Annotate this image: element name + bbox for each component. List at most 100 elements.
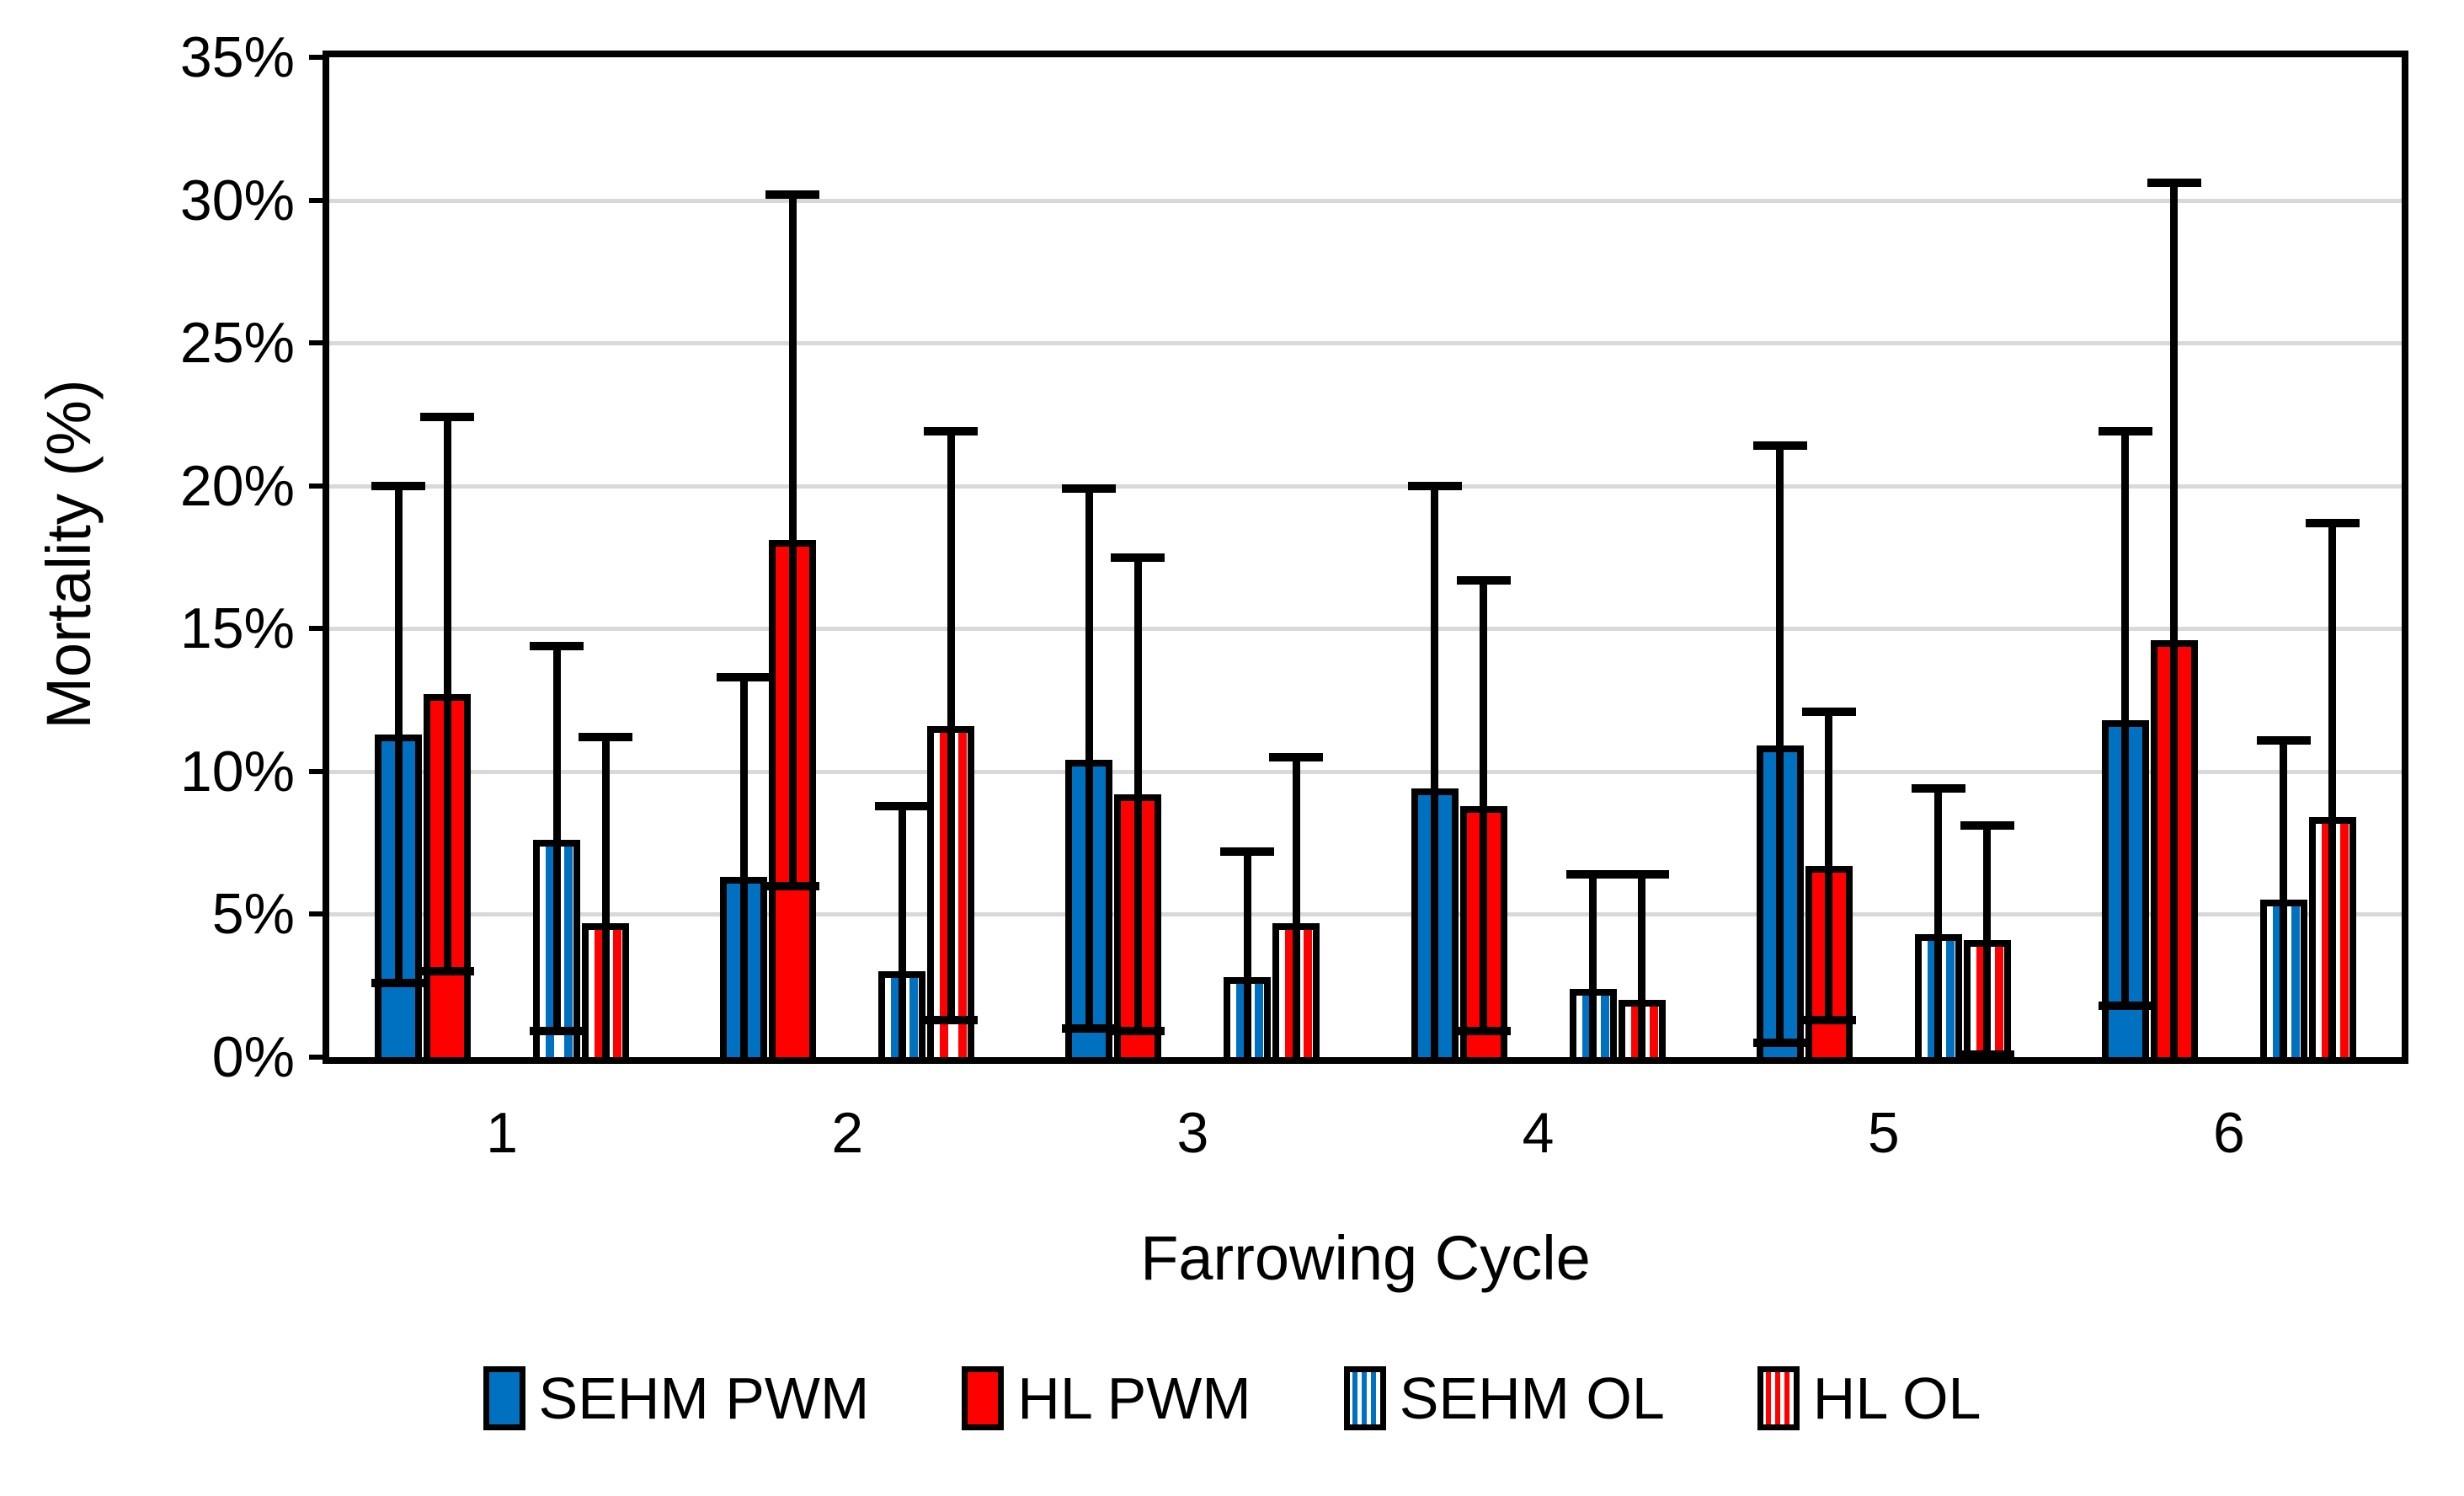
y-tick-label-15pct: 15% — [179, 596, 295, 661]
error-bar-top-cap-sehm-ol-cycle-3 — [1220, 847, 1275, 856]
error-bar-top-cap-hl-pwm-cycle-1 — [420, 413, 474, 422]
legend-swatch-hl-pwm-icon — [962, 1366, 1005, 1430]
error-bar-bottom-cap-sehm-pwm-cycle-6 — [2098, 1001, 2152, 1010]
error-bar-hl-ol-cycle-4 — [1638, 874, 1645, 1057]
legend-label-hl-ol: HL OL — [1812, 1365, 1981, 1431]
y-tick-mark-10pct — [309, 768, 323, 774]
error-bar-hl-pwm-cycle-6 — [2170, 183, 2179, 1057]
error-bar-top-cap-sehm-pwm-cycle-3 — [1062, 484, 1117, 494]
error-bar-top-cap-sehm-ol-cycle-6 — [2256, 735, 2311, 745]
legend-item-hl-ol: HL OL — [1757, 1366, 1981, 1430]
error-bar-top-cap-sehm-ol-cycle-5 — [1911, 784, 1965, 793]
gridline-15pct — [329, 627, 2402, 632]
error-bar-bottom-cap-hl-ol-cycle-5 — [1960, 1050, 2014, 1059]
error-bar-sehm-pwm-cycle-5 — [1776, 446, 1784, 1044]
error-bar-bottom-cap-sehm-ol-cycle-1 — [530, 1027, 584, 1036]
gridline-30pct — [329, 198, 2402, 203]
legend-label-sehm-pwm: SEHM PWM — [538, 1365, 870, 1431]
gridline-20pct — [329, 484, 2402, 489]
error-bar-top-cap-hl-pwm-cycle-4 — [1456, 575, 1511, 585]
error-bar-top-cap-sehm-pwm-cycle-6 — [2098, 427, 2152, 436]
error-bar-top-cap-sehm-pwm-cycle-2 — [717, 672, 771, 681]
error-bar-sehm-pwm-cycle-1 — [394, 485, 403, 983]
error-bar-bottom-cap-sehm-pwm-cycle-1 — [371, 978, 425, 987]
legend-swatch-sehm-ol-icon — [1343, 1366, 1386, 1430]
error-bar-top-cap-hl-ol-cycle-5 — [1960, 821, 2014, 831]
error-bar-hl-ol-cycle-5 — [1983, 825, 1992, 1055]
y-axis-title: Mortality (%) — [34, 378, 104, 729]
error-bar-bottom-cap-hl-pwm-cycle-5 — [1801, 1015, 1856, 1024]
x-axis-title: Farrowing Cycle — [1140, 1223, 1591, 1293]
error-bar-top-cap-sehm-ol-cycle-4 — [1565, 869, 1620, 879]
y-tick-mark-25pct — [309, 340, 323, 346]
error-bar-bottom-cap-hl-ol-cycle-2 — [924, 1015, 979, 1024]
y-tick-label-30pct: 30% — [179, 168, 295, 232]
y-tick-label-35pct: 35% — [179, 25, 295, 89]
y-tick-label-10pct: 10% — [179, 739, 295, 804]
error-bar-top-cap-hl-ol-cycle-2 — [924, 427, 979, 436]
error-bar-hl-ol-cycle-1 — [601, 737, 610, 1057]
y-tick-label-20pct: 20% — [179, 453, 295, 518]
legend-item-sehm-pwm: SEHM PWM — [483, 1365, 870, 1431]
error-bar-top-cap-hl-pwm-cycle-3 — [1111, 553, 1165, 562]
legend-label-sehm-ol: SEHM OL — [1399, 1365, 1665, 1431]
legend: SEHM PWM HL PWM SEHM OL HL OL — [0, 1366, 2464, 1430]
y-tick-mark-15pct — [309, 626, 323, 632]
error-bar-top-cap-sehm-ol-cycle-1 — [530, 641, 584, 650]
y-tick-label-5pct: 5% — [211, 882, 295, 947]
error-bar-sehm-ol-cycle-6 — [2280, 740, 2288, 1057]
error-bar-top-cap-sehm-pwm-cycle-1 — [371, 481, 425, 490]
legend-swatch-sehm-pwm-icon — [483, 1366, 525, 1430]
error-bar-sehm-ol-cycle-2 — [898, 805, 906, 1057]
error-bar-top-cap-hl-ol-cycle-1 — [579, 733, 632, 742]
x-tick-label-cycle-1: 1 — [486, 1101, 518, 1165]
error-bar-top-cap-hl-ol-cycle-3 — [1269, 752, 1324, 761]
legend-item-sehm-ol: SEHM OL — [1343, 1365, 1665, 1431]
error-bar-sehm-pwm-cycle-3 — [1085, 489, 1093, 1029]
x-tick-label-cycle-6: 6 — [2212, 1101, 2245, 1165]
error-bar-bottom-cap-hl-pwm-cycle-4 — [1456, 1027, 1511, 1036]
y-tick-mark-20pct — [309, 483, 323, 489]
error-bar-sehm-pwm-cycle-6 — [2121, 431, 2130, 1006]
y-tick-mark-0pct — [309, 1055, 323, 1060]
error-bar-hl-pwm-cycle-1 — [443, 417, 451, 972]
gridline-25pct — [329, 341, 2402, 346]
error-bar-hl-ol-cycle-2 — [947, 431, 955, 1020]
error-bar-sehm-ol-cycle-3 — [1243, 851, 1251, 1057]
error-bar-hl-pwm-cycle-5 — [1825, 711, 1833, 1020]
plot-area — [323, 51, 2408, 1064]
legend-label-hl-pwm: HL PWM — [1017, 1365, 1251, 1431]
x-tick-label-cycle-2: 2 — [831, 1101, 864, 1165]
x-tick-label-cycle-5: 5 — [1867, 1101, 1900, 1165]
error-bar-bottom-cap-sehm-pwm-cycle-3 — [1062, 1024, 1117, 1034]
error-bar-top-cap-sehm-ol-cycle-2 — [875, 801, 930, 810]
error-bar-bottom-cap-hl-pwm-cycle-2 — [765, 881, 820, 890]
error-bar-hl-pwm-cycle-2 — [788, 194, 797, 886]
error-bar-top-cap-hl-ol-cycle-6 — [2305, 518, 2360, 527]
y-tick-mark-5pct — [309, 911, 323, 917]
gridline-5pct — [329, 912, 2402, 917]
error-bar-bottom-cap-sehm-pwm-cycle-5 — [1752, 1039, 1807, 1048]
error-bar-top-cap-hl-pwm-cycle-2 — [765, 190, 820, 199]
error-bar-sehm-pwm-cycle-4 — [1431, 485, 1438, 1057]
x-tick-label-cycle-4: 4 — [1522, 1101, 1555, 1165]
error-bar-top-cap-hl-ol-cycle-4 — [1614, 869, 1669, 879]
x-tick-label-cycle-3: 3 — [1176, 1101, 1209, 1165]
error-bar-top-cap-sehm-pwm-cycle-5 — [1752, 441, 1807, 451]
error-bar-hl-pwm-cycle-3 — [1133, 557, 1142, 1032]
legend-swatch-hl-ol-icon — [1757, 1366, 1800, 1430]
y-tick-mark-30pct — [309, 197, 323, 203]
error-bar-hl-ol-cycle-3 — [1292, 756, 1300, 1057]
error-bar-top-cap-hl-pwm-cycle-6 — [2147, 179, 2201, 188]
error-bar-sehm-ol-cycle-1 — [552, 645, 561, 1032]
legend-item-hl-pwm: HL PWM — [962, 1366, 1251, 1430]
error-bar-hl-ol-cycle-6 — [2328, 522, 2337, 1057]
error-bar-top-cap-hl-pwm-cycle-5 — [1801, 707, 1856, 716]
y-tick-mark-35pct — [309, 55, 323, 60]
error-bar-bottom-cap-hl-pwm-cycle-3 — [1111, 1027, 1165, 1036]
y-tick-label-25pct: 25% — [179, 311, 295, 376]
error-bar-sehm-ol-cycle-4 — [1589, 874, 1597, 1057]
error-bar-hl-pwm-cycle-4 — [1480, 580, 1487, 1032]
gridline-10pct — [329, 769, 2402, 774]
